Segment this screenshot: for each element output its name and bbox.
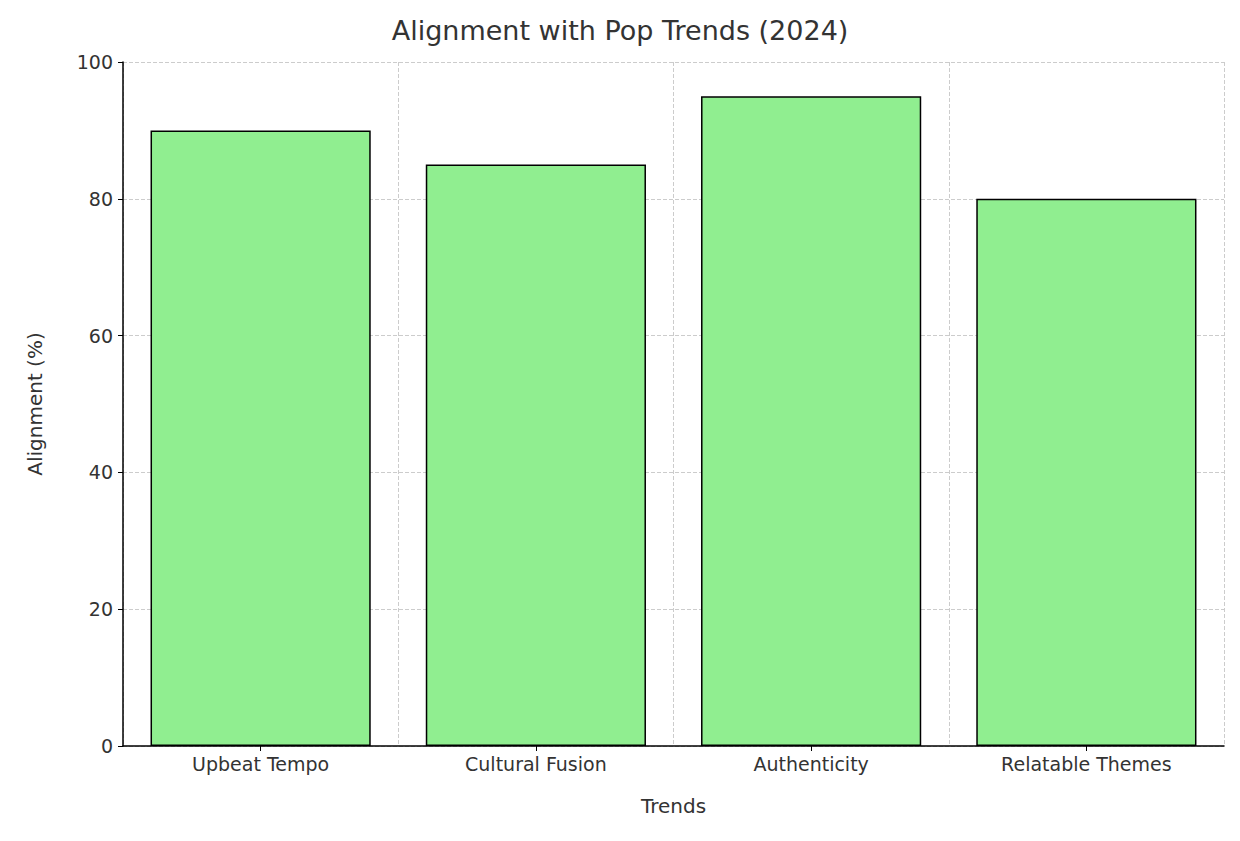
svg-text:40: 40	[89, 461, 113, 483]
svg-text:Cultural Fusion: Cultural Fusion	[465, 753, 607, 775]
svg-text:0: 0	[101, 735, 113, 757]
svg-text:Alignment with Pop Trends (202: Alignment with Pop Trends (2024)	[392, 15, 849, 46]
svg-text:Alignment (%): Alignment (%)	[23, 332, 47, 475]
svg-text:Authenticity: Authenticity	[753, 753, 868, 775]
svg-text:100: 100	[77, 51, 113, 73]
svg-text:20: 20	[89, 598, 113, 620]
svg-text:Relatable Themes: Relatable Themes	[1001, 753, 1172, 775]
svg-text:Trends: Trends	[640, 794, 706, 818]
svg-text:60: 60	[89, 325, 113, 347]
svg-text:Upbeat Tempo: Upbeat Tempo	[192, 753, 329, 775]
svg-text:80: 80	[89, 188, 113, 210]
